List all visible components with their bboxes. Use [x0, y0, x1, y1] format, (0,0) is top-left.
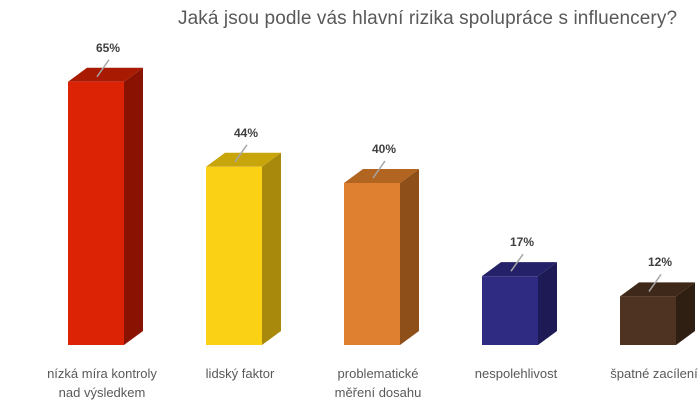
bar-top-face [482, 262, 557, 277]
bar-front-face [482, 276, 538, 345]
bar-front-face [344, 183, 400, 345]
leader-line [372, 160, 386, 179]
bar-top-face [206, 152, 281, 167]
bar-top-face [68, 67, 143, 82]
bar-front-face [68, 81, 124, 345]
bar-side-face [262, 152, 281, 345]
bar-top-face [620, 282, 695, 297]
data-label: 44% [233, 125, 259, 140]
category-label: špatné zacílení [610, 366, 698, 381]
category-label: lidský faktor [205, 366, 275, 381]
bar-5 [620, 273, 695, 345]
bar-front-face [620, 296, 676, 345]
data-label: 40% [371, 142, 397, 156]
bar-side-face [676, 282, 695, 345]
category-label: nízká míra kontroly nad výsledkem [47, 366, 157, 400]
bar-1 [68, 59, 143, 345]
bar-2 [206, 144, 281, 345]
data-label: 12% [647, 255, 673, 270]
chart-title: Jaká jsou podle vás hlavní rizika spolup… [178, 8, 678, 29]
leader-line [96, 59, 110, 78]
data-label: 65% [95, 40, 121, 55]
bar-3 [344, 160, 419, 345]
bar-side-face [538, 262, 557, 345]
bar-4 [482, 253, 557, 345]
leader-line [234, 144, 248, 163]
leader-line [510, 253, 524, 272]
category-label: nespolehlivost [474, 366, 558, 381]
bar-front-face [206, 166, 262, 345]
category-label: problematické měření dosahu [334, 366, 422, 400]
leader-line [648, 273, 662, 292]
bar-side-face [400, 169, 419, 345]
data-label: 17% [509, 235, 535, 250]
bar-side-face [124, 67, 143, 345]
bar-top-face [344, 169, 419, 183]
